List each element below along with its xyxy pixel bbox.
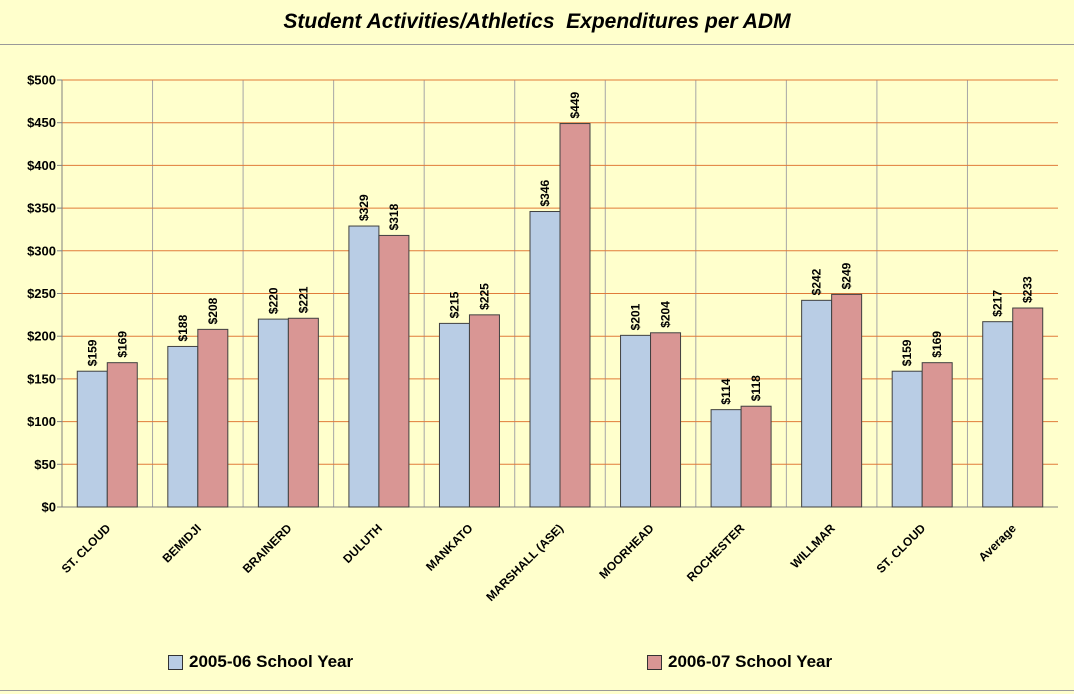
- bar-2006-07: [740, 405, 772, 508]
- legend: 2005-06 School Year 2006-07 School Year: [0, 652, 1074, 678]
- bar-2006-07: [197, 328, 229, 508]
- y-tick-label: $250: [27, 286, 56, 301]
- data-label: $220: [266, 287, 280, 314]
- bar-2006-07: [106, 362, 138, 508]
- category-label: Average: [976, 521, 1019, 564]
- bar-2005-06: [620, 334, 652, 508]
- data-label: $221: [296, 286, 310, 313]
- bar-2006-07: [650, 332, 682, 508]
- category-label: BEMIDJI: [160, 521, 204, 565]
- y-tick-label: $350: [27, 201, 56, 216]
- bar-2005-06: [257, 318, 289, 508]
- title-divider: [0, 44, 1074, 45]
- legend-item-2006-07: 2006-07 School Year: [647, 652, 832, 672]
- category-label: MARSHALL (ASE): [483, 521, 566, 604]
- bar-2005-06: [891, 370, 923, 508]
- data-label: $208: [206, 297, 220, 324]
- bar-2005-06: [529, 211, 561, 508]
- y-tick-label: $300: [27, 243, 56, 258]
- bar-2005-06: [76, 370, 108, 508]
- data-label: $249: [840, 262, 854, 289]
- bar-2006-07: [1012, 307, 1044, 508]
- category-label: ROCHESTER: [684, 521, 747, 584]
- bar-2005-06: [438, 322, 470, 508]
- data-label: $201: [629, 303, 643, 330]
- y-tick-label: $0: [42, 500, 56, 515]
- data-label: $204: [659, 301, 673, 328]
- data-label: $169: [115, 331, 129, 358]
- data-label: $242: [810, 268, 824, 295]
- data-label: $217: [991, 290, 1005, 317]
- y-tick-label: $450: [27, 115, 56, 130]
- category-label: BRAINERD: [240, 521, 295, 576]
- data-label: $114: [719, 378, 733, 404]
- category-label: MOORHEAD: [596, 521, 657, 582]
- data-label: $329: [357, 194, 371, 221]
- data-label: $159: [85, 339, 99, 366]
- category-label: DULUTH: [340, 521, 385, 566]
- bar-2006-07: [378, 234, 410, 508]
- category-label: ST. CLOUD: [874, 521, 929, 576]
- bottom-divider: [0, 690, 1074, 691]
- data-label: $346: [538, 179, 552, 206]
- category-label: WILLMAR: [788, 521, 838, 571]
- bar-2005-06: [167, 345, 199, 508]
- y-tick-label: $400: [27, 158, 56, 173]
- y-tick-label: $200: [27, 329, 56, 344]
- data-label: $188: [176, 314, 190, 341]
- bar-2006-07: [921, 362, 953, 508]
- data-label: $159: [900, 339, 914, 366]
- data-label: $225: [477, 283, 491, 310]
- bar-2005-06: [348, 225, 380, 508]
- data-label: $215: [447, 291, 461, 318]
- y-tick-label: $150: [27, 371, 56, 386]
- bar-2006-07: [287, 317, 319, 508]
- bar-2005-06: [982, 321, 1014, 508]
- legend-item-2005-06: 2005-06 School Year: [168, 652, 353, 672]
- bar-2006-07: [559, 123, 591, 508]
- data-label: $169: [930, 331, 944, 358]
- y-tick-label: $500: [27, 73, 56, 88]
- data-label: $233: [1021, 276, 1035, 303]
- y-tick-label: $100: [27, 414, 56, 429]
- y-tick-label: $50: [34, 457, 56, 472]
- legend-swatch-2005-06: [168, 654, 183, 670]
- bar-2005-06: [710, 409, 742, 508]
- legend-label-2006-07: 2006-07 School Year: [668, 652, 833, 671]
- data-label: $118: [749, 375, 763, 401]
- category-label: ST. CLOUD: [59, 521, 114, 576]
- legend-swatch-2006-07: [647, 654, 662, 670]
- data-label: $318: [387, 203, 401, 230]
- bar-2006-07: [468, 314, 500, 508]
- chart-title: Student Activities/Athletics Expenditure…: [283, 10, 791, 33]
- bar-2005-06: [801, 299, 833, 508]
- legend-label-2005-06: 2005-06 School Year: [189, 652, 354, 671]
- category-label: MANKATO: [423, 521, 475, 573]
- data-label: $449: [568, 92, 582, 119]
- bar-2006-07: [831, 293, 863, 508]
